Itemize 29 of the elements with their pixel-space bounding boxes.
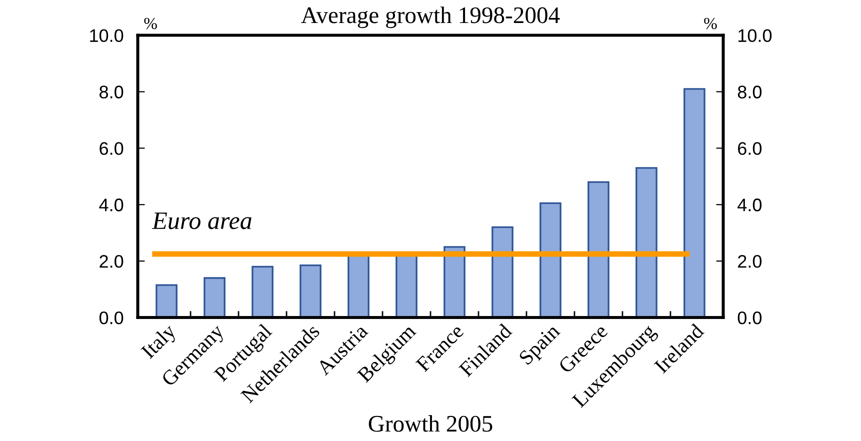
y2-tick-label: 2.0 (738, 255, 762, 268)
y2-axis-title: % (704, 18, 717, 30)
bar (300, 264, 322, 318)
bar (588, 181, 610, 318)
bar (684, 88, 706, 318)
bar (204, 277, 226, 318)
y2-tick-label: 10.0 (738, 29, 772, 42)
bar (252, 266, 274, 318)
chart-title: Average growth 1998-2004 (301, 6, 560, 28)
ref-line-label: Euro area (152, 212, 252, 230)
y-tick-label: 8.0 (100, 86, 124, 98)
bar (156, 284, 178, 318)
y-tick-label: 2.0 (100, 255, 124, 268)
y-tick-label: 10.0 (90, 29, 124, 42)
y2-tick-label: 4.0 (738, 198, 762, 212)
y-tick-label: 0.0 (99, 311, 124, 324)
bar (348, 254, 370, 318)
y-axis-title: % (144, 18, 157, 30)
bar (636, 167, 658, 318)
y-tick-label: 6.0 (100, 142, 124, 155)
y2-tick-label: 6.0 (738, 142, 762, 155)
y2-tick-label: 0.0 (738, 311, 762, 324)
bar (444, 246, 466, 318)
bar (492, 226, 514, 318)
bar (540, 202, 562, 318)
y2-tick-label: 8.0 (738, 86, 762, 98)
bar (396, 254, 418, 318)
y-tick-label: 4.0 (99, 198, 124, 212)
text: Growth 2005 (368, 415, 492, 432)
